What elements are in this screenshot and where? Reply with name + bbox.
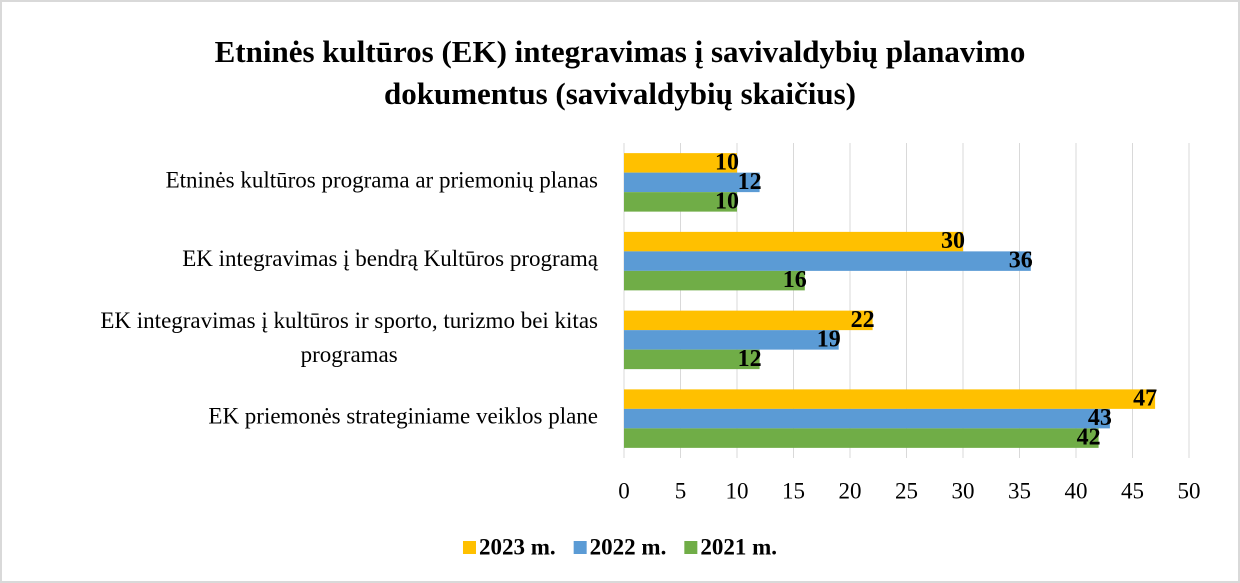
legend-swatch <box>684 541 698 554</box>
legend-label: 2021 m. <box>700 534 777 559</box>
bar <box>624 172 760 193</box>
chart-title: Etninės kultūros (EK) integravimas į sav… <box>215 34 1026 111</box>
x-tick-label: 20 <box>839 478 862 503</box>
data-label: 12 <box>738 346 762 372</box>
x-tick-label: 25 <box>895 478 918 503</box>
data-label: 16 <box>783 267 807 293</box>
legend-swatch <box>573 541 587 554</box>
x-tick-label: 15 <box>782 478 805 503</box>
x-tick-label: 5 <box>675 478 687 503</box>
bar <box>624 428 1099 448</box>
bar <box>624 408 1110 429</box>
x-tick-label: 10 <box>726 478 749 503</box>
data-label: 22 <box>851 307 875 333</box>
data-label: 36 <box>1009 248 1033 274</box>
bar <box>624 270 805 291</box>
x-tick-label: 40 <box>1065 478 1088 503</box>
data-label: 42 <box>1077 425 1101 451</box>
bar <box>624 231 963 252</box>
data-label: 10 <box>715 188 739 214</box>
bar <box>624 310 873 331</box>
x-tick-label: 30 <box>952 478 975 503</box>
y-tick-label: EK integravimas į kultūros ir sporto, tu… <box>100 308 598 367</box>
y-tick-label: EK priemonės strateginiame veiklos plane <box>208 404 598 429</box>
x-tick-label: 0 <box>618 478 630 503</box>
bar <box>624 153 737 173</box>
y-tick-label: Etninės kultūros programa ar priemonių p… <box>166 168 598 193</box>
data-label: 30 <box>941 228 965 254</box>
bar <box>624 330 839 350</box>
data-label: 12 <box>738 169 762 195</box>
x-tick-label: 50 <box>1178 478 1201 503</box>
bar <box>624 192 737 212</box>
y-tick-label: EK integravimas į bendrą Kultūros progra… <box>182 246 599 271</box>
x-tick-label: 35 <box>1008 478 1031 503</box>
bar <box>624 251 1031 271</box>
data-label: 47 <box>1133 386 1157 412</box>
legend-swatch <box>462 541 476 554</box>
x-tick-label: 45 <box>1121 478 1144 503</box>
bar <box>624 389 1156 409</box>
legend-label: 2023 m. <box>479 534 556 559</box>
data-label: 43 <box>1088 405 1112 431</box>
bar <box>624 349 760 370</box>
legend-label: 2022 m. <box>590 534 667 559</box>
data-label: 19 <box>817 326 841 352</box>
data-label: 10 <box>715 149 739 175</box>
legend: 2023 m. 2022 m. 2021 m. <box>462 534 777 559</box>
